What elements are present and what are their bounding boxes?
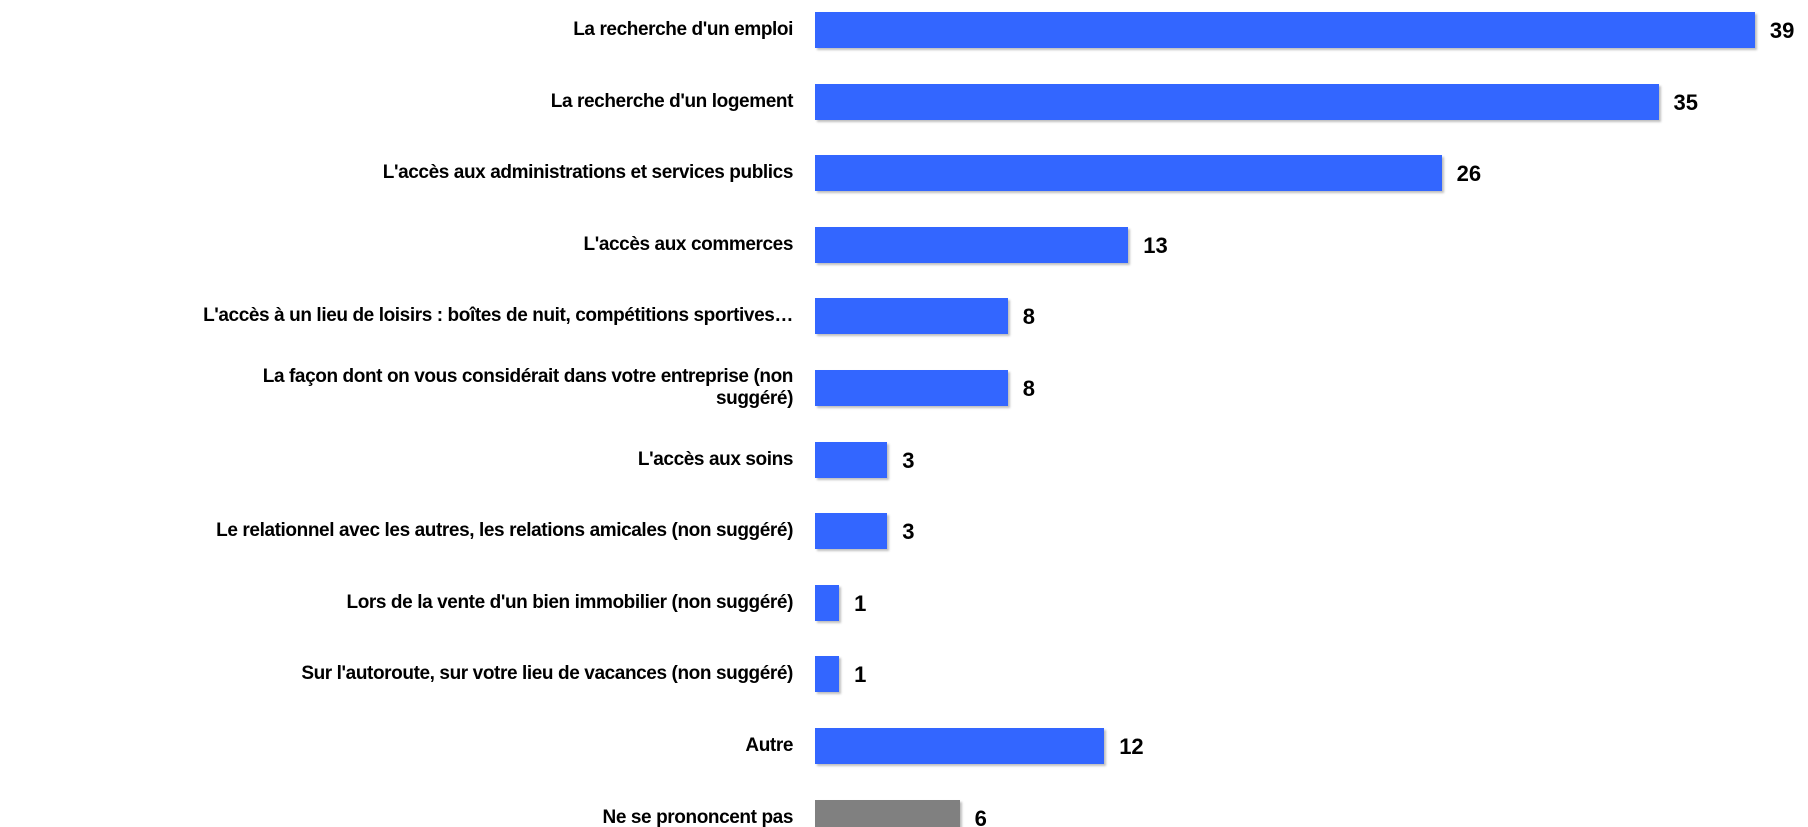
category-label: La recherche d'un emploi: [573, 19, 793, 40]
value-label: 13: [1143, 232, 1168, 258]
bar: [815, 155, 1442, 192]
value-label: 1: [854, 662, 867, 688]
bar: [815, 226, 1129, 263]
value-label: 3: [902, 519, 915, 545]
value-label: 3: [902, 447, 915, 473]
value-label: 8: [1022, 304, 1036, 330]
category-label: La façon dont on vous considérait dans v…: [262, 366, 794, 409]
category-label: Autre: [745, 735, 793, 756]
category-label: L'accès à un lieu de loisirs : boîtes de…: [203, 305, 793, 327]
category-label: La recherche d'un logement: [550, 90, 794, 112]
bar: [815, 441, 888, 478]
bar: [815, 799, 960, 827]
value-label: 8: [1022, 376, 1036, 401]
category-label: Lors de la vente d'un bien immobilier (n…: [346, 591, 793, 613]
bar: [815, 728, 1105, 764]
category-label: L'accès aux commerces: [583, 233, 794, 255]
bar: [815, 370, 1008, 406]
bar: [815, 584, 840, 621]
value-label: 1: [854, 590, 867, 616]
category-label: Ne se prononcent pas: [602, 806, 794, 827]
bar: [815, 12, 1755, 48]
value-label: 12: [1119, 734, 1144, 759]
category-label: L'accès aux soins: [637, 448, 793, 470]
bar: [815, 656, 840, 693]
bar: [815, 298, 1008, 335]
bar: [815, 83, 1659, 120]
category-label: Le relationnel avec les autres, les rela…: [216, 520, 793, 542]
value-label: 39: [1769, 18, 1795, 43]
category-label: L'accès aux administrations et services …: [382, 162, 794, 184]
bar: [815, 513, 888, 550]
value-label: 6: [974, 805, 987, 827]
value-label: 26: [1456, 161, 1482, 187]
value-label: 35: [1673, 89, 1698, 115]
category-label: Sur l'autoroute, sur votre lieu de vacan…: [301, 663, 793, 685]
